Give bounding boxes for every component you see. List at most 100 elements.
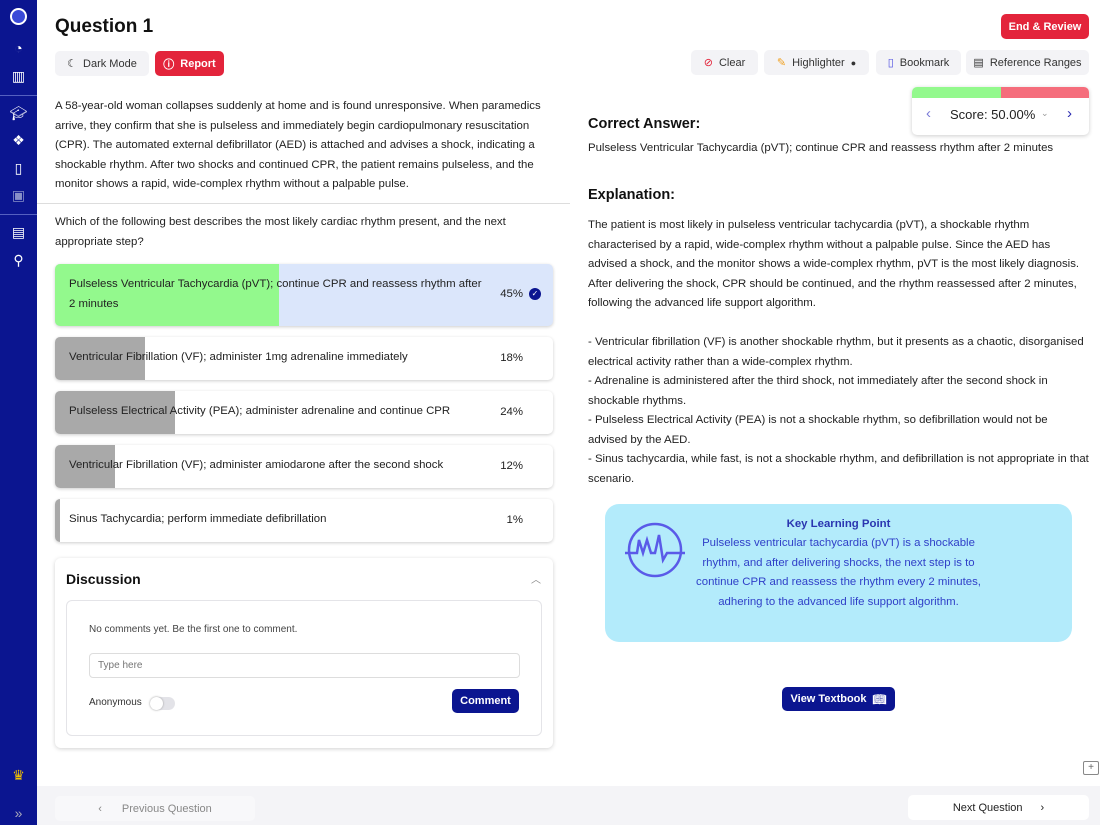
option-percent: 1% — [506, 513, 523, 526]
explanation-paragraph: The patient is most likely in pulseless … — [588, 219, 1080, 309]
alert-icon: ⓘ — [163, 58, 175, 71]
score-correct-fill — [912, 87, 1001, 98]
comment-box: No comments yet. Be the first one to com… — [66, 600, 542, 736]
option-percent-fill — [55, 499, 60, 542]
option-label: Ventricular Fibrillation (VF); administe… — [69, 459, 444, 471]
discussion-panel: Discussion ︿ No comments yet. Be the fir… — [55, 558, 553, 748]
question-prompt: Which of the following best describes th… — [55, 216, 506, 248]
option-label: Sinus Tachycardia; perform immediate def… — [69, 513, 327, 525]
score-widget: ‹ Score: 50.00% ⌄ › — [912, 87, 1089, 135]
question-stem: A 58-year-old woman collapses suddenly a… — [55, 100, 541, 190]
end-review-button[interactable]: End & Review — [1001, 14, 1089, 39]
option-label: Ventricular Fibrillation (VF); administe… — [69, 351, 408, 363]
explanation-paragraph: - Ventricular fibrillation (VF) is anoth… — [588, 336, 1084, 368]
previous-score-button[interactable]: ‹ — [926, 105, 931, 122]
explanation-paragraph: - Sinus tachycardia, while fast, is not … — [588, 453, 1089, 485]
option-percent: 12% — [500, 459, 523, 472]
mla-med-logo — [625, 522, 685, 578]
discussion-title: Discussion — [66, 571, 141, 587]
highlighter-label: Highlighter — [792, 56, 845, 69]
grade-icon[interactable]: ▣ — [11, 187, 26, 203]
pie-chart-icon[interactable]: ◔ — [14, 40, 23, 56]
check-circle-icon: ✓ — [529, 288, 541, 300]
comment-button[interactable]: Comment — [452, 689, 519, 713]
collapse-icon[interactable]: ︿ — [531, 575, 541, 586]
option-percent-fill — [55, 445, 115, 488]
highlighter-icon: ✎ — [776, 57, 787, 69]
reference-ranges-label: Reference Ranges — [989, 56, 1082, 69]
bookmark-button[interactable]: ▯ Bookmark — [876, 50, 961, 75]
comment-input[interactable] — [89, 653, 520, 678]
option-percent-fill — [55, 391, 175, 434]
reference-ranges-button[interactable]: ▤ Reference Ranges — [966, 50, 1089, 75]
previous-question-button[interactable]: ‹ Previous Question — [55, 796, 255, 821]
report-label: Report — [180, 57, 216, 70]
bookmark-icon: ▯ — [887, 57, 894, 69]
score-label[interactable]: Score: 50.00% — [950, 107, 1036, 122]
page-title: Question 1 — [55, 16, 154, 37]
empty-comments-text: No comments yet. Be the first one to com… — [89, 624, 298, 635]
divider — [37, 203, 570, 204]
dark-mode-button[interactable]: ☾ Dark Mode — [55, 51, 149, 76]
expand-icon[interactable]: » — [14, 805, 23, 821]
clear-label: Clear — [718, 56, 746, 69]
view-textbook-label: View Textbook — [790, 693, 867, 705]
crown-icon[interactable]: ♛ — [12, 767, 25, 783]
graduation-cap-icon[interactable]: 🎓︎ — [9, 105, 28, 121]
explanation-paragraph: - Adrenaline is administered after the t… — [588, 375, 1048, 407]
clear-button[interactable]: ⊘ Clear — [691, 50, 758, 75]
key-learning-point: Key Learning Point Pulseless ventricular… — [605, 504, 1072, 642]
clear-icon: ⊘ — [703, 57, 713, 69]
option-percent: 45% — [500, 288, 523, 300]
bar-chart-icon[interactable]: ▥ — [11, 68, 26, 84]
correct-answer-text: Pulseless Ventricular Tachycardia (pVT);… — [588, 142, 1054, 154]
comment-label: Comment — [460, 695, 511, 707]
info-icon: ● — [850, 57, 857, 68]
answer-option[interactable]: Ventricular Fibrillation (VF); administe… — [55, 445, 553, 488]
bookmark-icon[interactable]: ▯ — [14, 160, 23, 176]
anonymous-label: Anonymous — [89, 697, 142, 708]
sidebar-divider — [0, 95, 37, 96]
answer-option[interactable]: Pulseless Ventricular Tachycardia (pVT);… — [55, 264, 553, 326]
presentation-icon[interactable]: ⚲ — [13, 252, 24, 268]
explanation-text: The patient is most likely in pulseless … — [588, 216, 1090, 489]
option-percent: 24% — [500, 405, 523, 418]
answer-option[interactable]: Sinus Tachycardia; perform immediate def… — [55, 499, 553, 542]
option-percent-fill — [55, 337, 145, 380]
option-percent: 18% — [500, 351, 523, 364]
answer-option[interactable]: Pulseless Electrical Activity (PEA); adm… — [55, 391, 553, 434]
end-review-label: End & Review — [1008, 20, 1082, 33]
add-note-icon[interactable]: + — [1083, 761, 1099, 775]
klp-title: Key Learning Point — [786, 518, 891, 530]
option-label: Pulseless Electrical Activity (PEA); adm… — [69, 405, 451, 417]
correct-answer-title: Correct Answer: — [588, 116, 701, 132]
highlighter-button[interactable]: ✎ Highlighter ● — [764, 50, 869, 75]
bottom-nav: ‹ Previous Question Next Question › — [37, 786, 1100, 825]
view-textbook-button[interactable]: View Textbook 📖︎ — [782, 687, 895, 711]
book-icon: 📖︎ — [872, 693, 887, 706]
score-wrong-fill — [1000, 87, 1089, 98]
previous-label: Previous Question — [121, 802, 212, 815]
bookmark-label: Bookmark — [899, 56, 950, 69]
explanation-title: Explanation: — [588, 187, 676, 203]
score-bar — [912, 87, 1089, 98]
cards-icon[interactable]: ❖ — [12, 132, 25, 148]
next-label: Next Question — [952, 801, 1023, 814]
next-score-button[interactable]: › — [1067, 105, 1072, 122]
option-label: Pulseless Ventricular Tachycardia (pVT);… — [69, 278, 482, 310]
klp-text: Pulseless ventricular tachycardia (pVT) … — [696, 537, 981, 608]
logo-icon[interactable] — [0, 8, 37, 28]
anonymous-toggle[interactable] — [150, 697, 175, 710]
chevron-left-icon: ‹ — [98, 802, 102, 815]
next-question-button[interactable]: Next Question › — [908, 795, 1089, 820]
explanation-paragraph: - Pulseless Electrical Activity (PEA) is… — [588, 414, 1048, 446]
message-icon[interactable]: ▤ — [11, 224, 26, 240]
clipboard-search-icon: ▤ — [973, 57, 984, 69]
chevron-down-icon: ⌄ — [1041, 108, 1049, 118]
chevron-right-icon: › — [1040, 801, 1045, 814]
sidebar: ◔ ▥ 🎓︎ ❖ ▯ ▣ ▤ ⚲ ♛ » — [0, 0, 37, 825]
report-button[interactable]: ⓘ Report — [155, 51, 224, 76]
moon-icon: ☾ — [67, 58, 78, 70]
answer-option[interactable]: Ventricular Fibrillation (VF); administe… — [55, 337, 553, 380]
sidebar-divider — [0, 214, 37, 215]
